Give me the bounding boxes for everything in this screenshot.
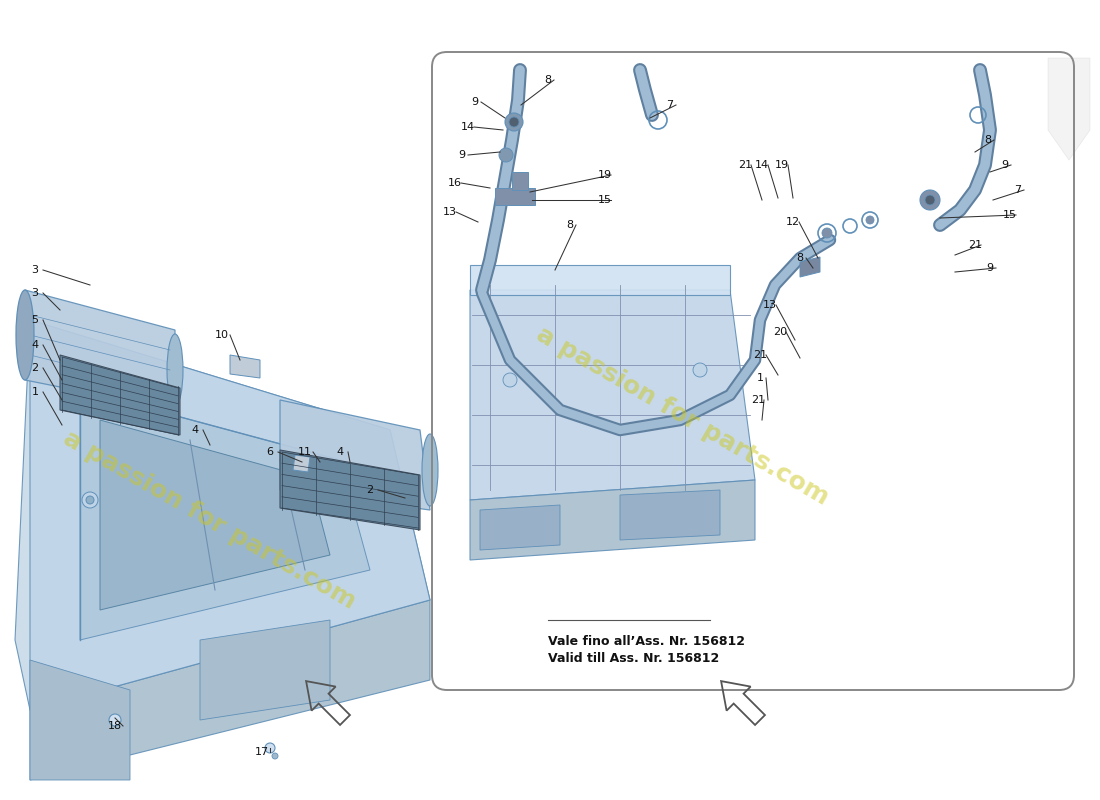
Polygon shape: [25, 290, 175, 410]
Text: a passion for parts.com: a passion for parts.com: [531, 322, 833, 510]
Circle shape: [509, 117, 519, 127]
Text: 8: 8: [984, 135, 991, 145]
Text: 8: 8: [566, 220, 573, 230]
Text: 14: 14: [755, 160, 769, 170]
Polygon shape: [512, 172, 528, 190]
Polygon shape: [200, 620, 330, 720]
Circle shape: [503, 373, 517, 387]
Circle shape: [265, 743, 275, 753]
Text: 7: 7: [667, 100, 673, 110]
Polygon shape: [470, 290, 755, 500]
Text: 15: 15: [1003, 210, 1018, 220]
Circle shape: [925, 195, 935, 205]
Polygon shape: [60, 355, 180, 435]
Polygon shape: [800, 257, 820, 277]
Text: 21: 21: [751, 395, 766, 405]
Text: 8: 8: [796, 253, 804, 263]
Text: 11: 11: [298, 447, 312, 457]
Text: 21: 21: [752, 350, 767, 360]
Text: Valid till Ass. Nr. 156812: Valid till Ass. Nr. 156812: [548, 652, 719, 665]
Text: 19: 19: [774, 160, 789, 170]
Text: 19: 19: [598, 170, 612, 180]
Circle shape: [109, 714, 121, 726]
Polygon shape: [495, 188, 535, 205]
Text: a passion for parts.com: a passion for parts.com: [58, 426, 360, 614]
Text: 20: 20: [773, 327, 788, 337]
Text: 4: 4: [191, 425, 199, 435]
Polygon shape: [230, 355, 260, 378]
Text: 21: 21: [738, 160, 752, 170]
Polygon shape: [15, 320, 430, 710]
Text: 9: 9: [987, 263, 993, 273]
Polygon shape: [470, 480, 755, 560]
Polygon shape: [1048, 58, 1090, 160]
Circle shape: [499, 148, 513, 162]
Text: 3: 3: [32, 288, 39, 298]
Text: 9: 9: [459, 150, 465, 160]
Text: 13: 13: [443, 207, 456, 217]
Text: 5: 5: [32, 315, 39, 325]
Circle shape: [346, 506, 354, 514]
Circle shape: [693, 363, 707, 377]
Text: 12: 12: [785, 217, 800, 227]
Text: 1: 1: [757, 373, 763, 383]
Text: 16: 16: [448, 178, 462, 188]
Text: 13: 13: [763, 300, 777, 310]
Text: 6: 6: [266, 447, 274, 457]
Text: 4: 4: [32, 340, 39, 350]
Circle shape: [822, 228, 832, 238]
Text: 18: 18: [108, 721, 122, 731]
Text: 17: 17: [255, 747, 270, 757]
Text: 8: 8: [544, 75, 551, 85]
Text: 21: 21: [968, 240, 982, 250]
Text: 15: 15: [598, 195, 612, 205]
Polygon shape: [293, 455, 310, 472]
Polygon shape: [30, 320, 430, 710]
Text: 2: 2: [32, 363, 39, 373]
Polygon shape: [30, 660, 130, 780]
Text: 4: 4: [337, 447, 343, 457]
Polygon shape: [480, 505, 560, 550]
Circle shape: [82, 492, 98, 508]
Polygon shape: [280, 400, 430, 510]
Text: 2: 2: [366, 485, 374, 495]
Text: 10: 10: [214, 330, 229, 340]
Circle shape: [342, 502, 358, 518]
Text: 9: 9: [472, 97, 478, 107]
Polygon shape: [280, 450, 420, 530]
Circle shape: [86, 496, 94, 504]
Text: 7: 7: [1014, 185, 1022, 195]
Circle shape: [866, 216, 874, 224]
Ellipse shape: [167, 334, 183, 406]
Text: 1: 1: [32, 387, 39, 397]
Circle shape: [272, 753, 278, 759]
Polygon shape: [30, 600, 430, 780]
Text: 3: 3: [32, 265, 39, 275]
Text: 9: 9: [1001, 160, 1009, 170]
Circle shape: [920, 190, 940, 210]
Circle shape: [505, 113, 522, 131]
Ellipse shape: [422, 434, 438, 506]
Polygon shape: [620, 490, 721, 540]
Polygon shape: [80, 390, 370, 640]
Text: Vale fino all’Ass. Nr. 156812: Vale fino all’Ass. Nr. 156812: [548, 635, 745, 648]
Polygon shape: [100, 420, 330, 610]
Polygon shape: [470, 265, 730, 295]
Ellipse shape: [16, 290, 34, 380]
Text: 14: 14: [461, 122, 475, 132]
